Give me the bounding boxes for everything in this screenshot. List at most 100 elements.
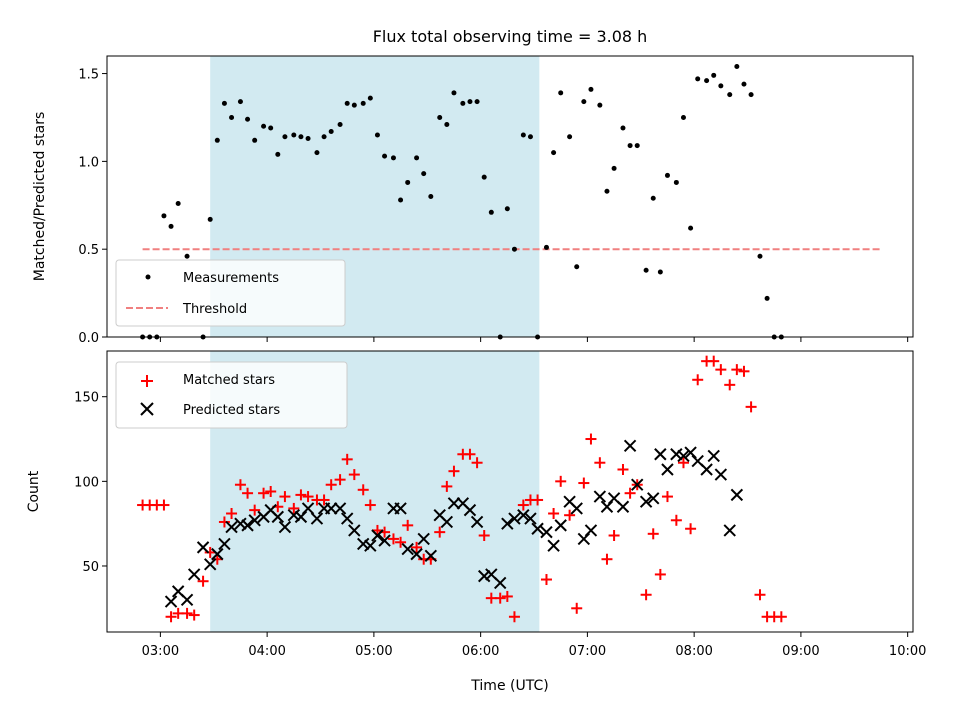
- matched-star-point: [441, 480, 453, 492]
- measurement-point: [221, 100, 227, 106]
- measurement-point: [275, 151, 281, 157]
- predicted-star-point: [554, 519, 567, 532]
- measurement-point: [161, 213, 167, 219]
- measurement-point: [504, 206, 510, 212]
- measurement-point: [207, 216, 213, 222]
- predicted-star-point: [477, 569, 491, 583]
- measurement-point: [414, 155, 420, 161]
- measurement-point: [567, 134, 573, 140]
- measurement-point: [298, 134, 304, 140]
- y-tick-label: 50: [82, 560, 99, 575]
- measurement-point: [543, 244, 549, 250]
- predicted-star-point: [180, 593, 194, 607]
- matched-star-point: [364, 499, 376, 511]
- x-tick-label: 09:00: [782, 644, 819, 659]
- predicted-star-point: [248, 514, 261, 527]
- predicted-star-point: [348, 524, 361, 537]
- measurement-point: [711, 72, 717, 78]
- matched-star-point: [288, 502, 300, 514]
- legend-matched-label: Matched stars: [183, 373, 275, 388]
- measurement-point: [611, 165, 617, 171]
- measurement-point: [291, 132, 297, 138]
- matched-star-point: [334, 474, 346, 486]
- matched-star-point: [540, 574, 552, 586]
- ratio-legend-box: [115, 259, 346, 327]
- ratio-plot-frame: [106, 55, 914, 338]
- matched-star-point: [181, 607, 193, 619]
- x-tick-label: 06:00: [462, 644, 499, 659]
- matched-star-point: [745, 401, 757, 413]
- measurement-point: [488, 209, 494, 215]
- x-tick-label: 03:00: [142, 644, 179, 659]
- matched-star-point: [647, 528, 659, 540]
- predicted-star-point: [494, 576, 507, 590]
- measurement-point: [664, 172, 670, 178]
- measurement-point: [451, 90, 457, 96]
- predicted-star-point: [378, 534, 391, 547]
- matched-star-point: [775, 611, 787, 623]
- measurement-point: [520, 132, 526, 138]
- x-axis-label: Time (UTC): [470, 678, 548, 694]
- measurement-point: [390, 155, 396, 161]
- predicted-star-point: [371, 529, 384, 542]
- matched-star-point: [508, 611, 520, 623]
- y-tick-label: 0.5: [78, 243, 99, 258]
- measurement-point: [428, 194, 434, 199]
- matched-star-point: [302, 491, 314, 503]
- predicted-star-point: [241, 519, 254, 532]
- matched-star-point: [501, 590, 513, 602]
- predicted-star-point: [196, 541, 210, 554]
- predicted-star-points: [164, 439, 744, 608]
- measurement-point: [437, 114, 443, 120]
- matched-star-point: [158, 499, 170, 511]
- measurement-point: [261, 123, 267, 129]
- predicted-star-point: [340, 512, 354, 525]
- matched-star-point: [661, 491, 673, 503]
- x-tick-label: 07:00: [569, 644, 606, 659]
- x-tick-label: 10:00: [889, 644, 926, 659]
- measurement-point: [229, 114, 235, 120]
- measurement-point: [360, 100, 366, 106]
- predicted-star-point: [531, 522, 544, 535]
- counts-panel: 50 100 150 03:00 04:00 05:00 06:00 07:00 08:00 09…: [26, 350, 926, 694]
- matched-star-point: [617, 463, 629, 475]
- measurement-point: [734, 64, 740, 70]
- predicted-star-point: [654, 448, 667, 461]
- y-tick-label: 1.5: [78, 68, 99, 83]
- predicted-star-point: [730, 488, 744, 502]
- matched-star-point: [204, 546, 216, 558]
- measurement-point: [467, 99, 473, 105]
- measurement-point: [184, 253, 190, 259]
- predicted-star-point: [623, 439, 637, 453]
- predicted-star-point: [324, 502, 338, 515]
- measurement-point: [374, 132, 380, 138]
- measurement-point: [398, 197, 404, 203]
- predicted-star-point: [225, 520, 238, 534]
- matched-star-point: [715, 364, 727, 376]
- matched-star-point: [226, 508, 238, 520]
- predicted-star-point: [661, 463, 674, 476]
- matched-star-point: [555, 475, 567, 487]
- matched-star-point: [395, 536, 407, 548]
- matched-star-point: [434, 526, 446, 538]
- legend-predicted-label: Predicted stars: [183, 403, 280, 418]
- measurement-point: [337, 121, 343, 127]
- matched-star-points: [137, 355, 787, 623]
- measurement-point: [588, 86, 594, 92]
- measurement-point: [344, 100, 350, 106]
- predicted-star-point: [301, 502, 315, 515]
- predicted-star-point: [417, 532, 430, 546]
- measurement-point: [748, 92, 754, 98]
- measurement-point: [245, 116, 251, 122]
- legend-matched-marker: [141, 375, 153, 387]
- matched-star-point: [571, 602, 583, 614]
- matched-star-point: [188, 609, 200, 621]
- predicted-star-point: [517, 508, 530, 522]
- x-tick-label: 08:00: [675, 644, 712, 659]
- matched-star-point: [670, 514, 682, 526]
- predicted-star-point: [670, 448, 683, 461]
- measurement-point: [175, 201, 181, 207]
- predicted-star-point: [584, 524, 598, 537]
- measurement-point: [527, 134, 533, 140]
- matched-star-point: [494, 592, 506, 604]
